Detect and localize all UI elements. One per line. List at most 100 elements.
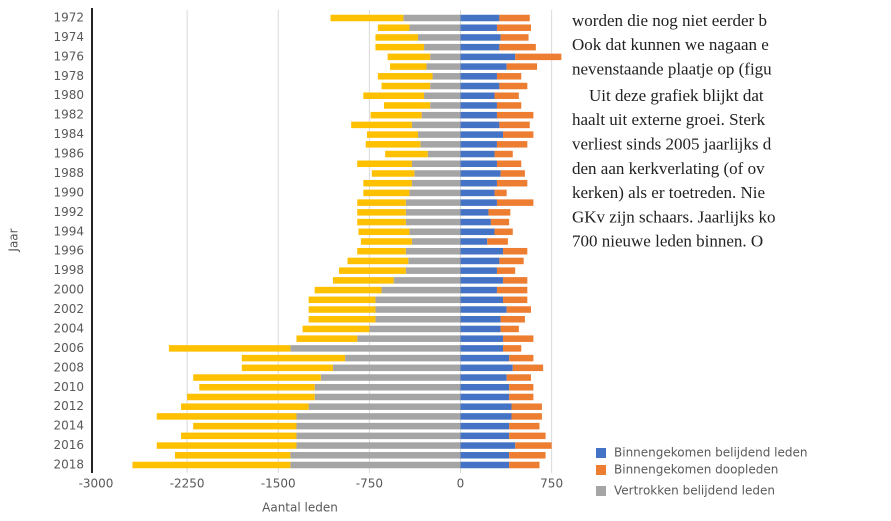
bar-segment (296, 335, 358, 342)
bar-segment (494, 189, 507, 197)
bar-segment (499, 257, 524, 265)
body-text-line: Ook dat kunnen we nagaan e (572, 35, 769, 54)
y-tick-label: 1974 (53, 30, 84, 44)
bar-segment (496, 179, 528, 187)
y-tick-label: 1988 (53, 166, 84, 180)
bar-segment (503, 345, 522, 352)
bar-segment (357, 160, 412, 168)
bar-segment (308, 403, 461, 410)
bar-segment (460, 82, 500, 90)
x-tick-label: -750 (356, 477, 383, 491)
bar-segment (496, 73, 522, 80)
y-tick-label: 1982 (53, 108, 84, 122)
bar-segment (357, 247, 406, 255)
body-text-line: Uit deze grafiek blijkt dat (589, 86, 764, 105)
bar-segment (460, 422, 510, 430)
bar-segment (509, 393, 534, 401)
bar-segment (405, 199, 461, 206)
bar-segment (515, 442, 552, 449)
bar-segment (383, 102, 431, 109)
bar-segment (199, 384, 315, 391)
bar-segment (414, 170, 461, 177)
bar-segment (509, 354, 534, 362)
bar-segment (290, 452, 461, 459)
bar-segment (132, 461, 291, 469)
bar-segment (499, 121, 530, 129)
bar-segment (460, 160, 497, 168)
bar-segment (494, 150, 513, 158)
bar-segment (460, 73, 497, 80)
y-tick-label: 1992 (53, 205, 84, 219)
bar-segment (417, 34, 461, 41)
y-tick-label: 2016 (53, 438, 84, 452)
bar-segment (496, 199, 534, 206)
bar-segment (460, 325, 501, 333)
y-tick-label: 1998 (53, 263, 84, 277)
y-tick-label: 2008 (53, 360, 84, 374)
bar-segment (181, 403, 309, 410)
x-tick-label: -3000 (79, 477, 114, 491)
bar-segment (193, 422, 297, 430)
bar-segment (460, 199, 497, 206)
bar-segment (511, 403, 542, 410)
bar-segment (421, 111, 461, 119)
y-tick-label: 1980 (53, 88, 84, 102)
bar-segment (181, 432, 297, 440)
bar-segment (411, 160, 461, 168)
bar-segment (420, 141, 461, 148)
bar-segment (381, 82, 431, 90)
bar-segment (503, 296, 528, 304)
legend-label: Vertrokken belijdend leden (614, 484, 775, 498)
legend-label: Binnengekomen belijdend leden (614, 446, 807, 460)
bar-segment (460, 102, 497, 109)
bar-segment (500, 325, 519, 333)
bar-segment (460, 374, 507, 381)
bar-segment (377, 24, 410, 31)
bar-segment (460, 296, 504, 304)
legend-swatch (596, 465, 606, 475)
x-tick-label: 750 (540, 477, 563, 491)
y-tick-label: 1984 (53, 127, 84, 141)
bar-segment (460, 111, 497, 119)
bar-segment (460, 277, 504, 284)
bar-segment (375, 315, 461, 323)
bar-segment (460, 442, 516, 449)
bar-segment (460, 315, 501, 323)
bar-segment (460, 267, 497, 274)
bar-segment (351, 121, 412, 129)
y-tick-label: 1976 (53, 49, 84, 63)
bar-segment (460, 413, 512, 420)
y-tick-label: 1986 (53, 147, 84, 161)
bar-segment (490, 218, 510, 226)
bar-segment (430, 53, 461, 61)
x-axis-title: Aantal leden (262, 501, 338, 515)
bar-segment (403, 14, 461, 22)
bar-segment (460, 247, 504, 255)
bar-segment (408, 257, 461, 265)
bar-segment (460, 189, 495, 197)
bar-segment (357, 218, 406, 226)
bar-segment (432, 73, 461, 80)
bar-segment (426, 63, 461, 70)
bar-segment (358, 228, 410, 236)
legend-swatch (596, 486, 606, 496)
bar-segment (500, 34, 529, 41)
bar-segment (409, 189, 461, 197)
bar-segment (156, 442, 297, 449)
bar-segment (460, 384, 510, 391)
y-tick-label: 2006 (53, 341, 84, 355)
bar-segment (366, 131, 418, 138)
bar-segment (314, 393, 461, 401)
bar-segment (460, 452, 510, 459)
bar-segment (417, 131, 461, 138)
bar-segment (330, 14, 404, 22)
bar-segment (460, 354, 510, 362)
bar-segment (377, 73, 433, 80)
bar-segment (506, 374, 531, 381)
bar-segment (460, 209, 489, 216)
y-tick-label: 1990 (53, 185, 84, 199)
bar-segment (363, 189, 410, 197)
bar-segment (460, 24, 497, 31)
bar-segment (460, 63, 507, 70)
